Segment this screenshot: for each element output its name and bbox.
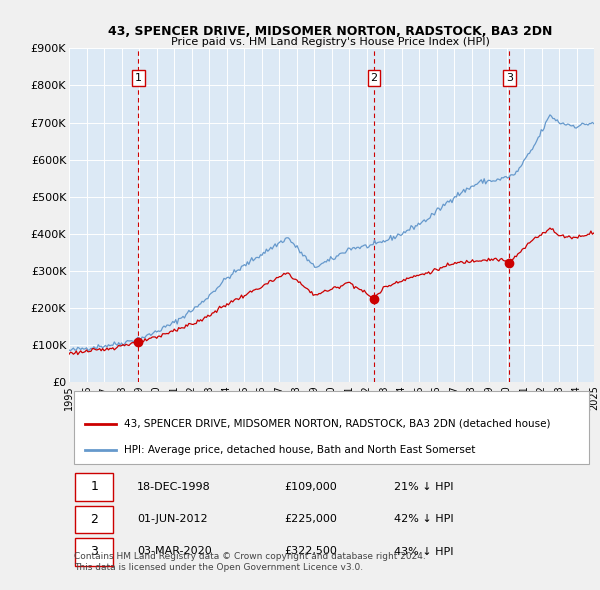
- Text: Contains HM Land Registry data © Crown copyright and database right 2024.
This d: Contains HM Land Registry data © Crown c…: [74, 552, 426, 572]
- Text: 2: 2: [90, 513, 98, 526]
- Text: 1: 1: [90, 480, 98, 493]
- Text: 1: 1: [135, 73, 142, 83]
- Text: 43, SPENCER DRIVE, MIDSOMER NORTON, RADSTOCK, BA3 2DN (detached house): 43, SPENCER DRIVE, MIDSOMER NORTON, RADS…: [124, 419, 551, 429]
- Text: 42% ↓ HPI: 42% ↓ HPI: [395, 514, 454, 524]
- Text: 2: 2: [370, 73, 377, 83]
- FancyBboxPatch shape: [74, 391, 589, 464]
- Text: 43% ↓ HPI: 43% ↓ HPI: [395, 546, 454, 556]
- Text: £322,500: £322,500: [284, 546, 337, 556]
- Text: £225,000: £225,000: [284, 514, 337, 524]
- Text: £109,000: £109,000: [284, 481, 337, 491]
- Text: 3: 3: [90, 545, 98, 558]
- Text: 18-DEC-1998: 18-DEC-1998: [137, 481, 211, 491]
- Text: 43, SPENCER DRIVE, MIDSOMER NORTON, RADSTOCK, BA3 2DN: 43, SPENCER DRIVE, MIDSOMER NORTON, RADS…: [108, 25, 552, 38]
- Text: HPI: Average price, detached house, Bath and North East Somerset: HPI: Average price, detached house, Bath…: [124, 445, 476, 455]
- FancyBboxPatch shape: [76, 506, 113, 533]
- Text: 01-JUN-2012: 01-JUN-2012: [137, 514, 208, 524]
- FancyBboxPatch shape: [76, 538, 113, 566]
- FancyBboxPatch shape: [76, 473, 113, 501]
- Text: 3: 3: [506, 73, 513, 83]
- Text: 21% ↓ HPI: 21% ↓ HPI: [395, 481, 454, 491]
- Text: 03-MAR-2020: 03-MAR-2020: [137, 546, 212, 556]
- Text: Price paid vs. HM Land Registry's House Price Index (HPI): Price paid vs. HM Land Registry's House …: [170, 37, 490, 47]
